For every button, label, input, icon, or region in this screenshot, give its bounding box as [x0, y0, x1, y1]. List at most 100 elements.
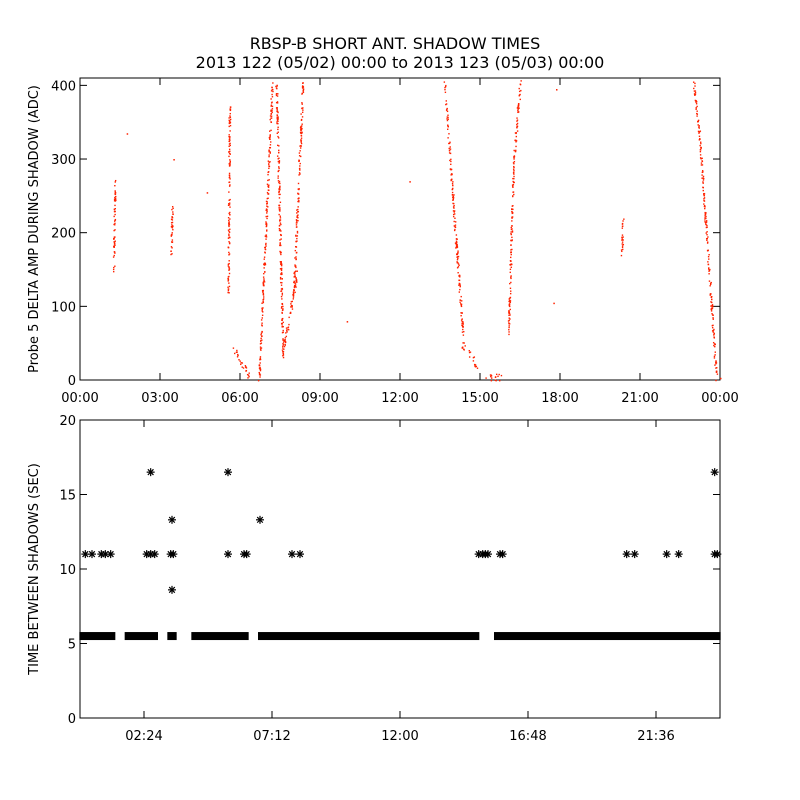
amplitude-point: [268, 155, 270, 158]
amplitude-point: [228, 145, 230, 148]
amplitude-point: [206, 192, 209, 194]
amplitude-point: [453, 194, 455, 196]
amplitude-point: [621, 245, 624, 247]
amplitude-point: [270, 98, 272, 100]
amplitude-point: [237, 353, 239, 356]
amplitude-point: [490, 374, 492, 376]
amplitude-point: [299, 150, 301, 152]
amplitude-point: [277, 144, 279, 147]
amplitude-point: [510, 233, 512, 235]
amplitude-point: [512, 180, 514, 183]
amplitude-point: [294, 282, 296, 284]
amplitude-point: [277, 116, 279, 118]
interval-point: [168, 585, 176, 594]
amplitude-point: [265, 208, 268, 210]
amplitude-point: [468, 351, 471, 354]
amplitude-point: [699, 130, 702, 132]
amplitude-point: [278, 229, 281, 232]
amplitude-point: [453, 210, 456, 212]
amplitude-point: [278, 227, 281, 230]
amplitude-point: [114, 179, 117, 182]
amplitude-point: [296, 235, 299, 237]
amplitude-point: [510, 277, 512, 280]
amplitude-point: [114, 181, 116, 183]
amplitude-point: [281, 319, 283, 321]
amplitude-point: [295, 266, 297, 269]
amplitude-point: [263, 262, 266, 265]
amplitude-point: [292, 298, 295, 300]
amplitude-point: [246, 373, 249, 376]
amplitude-point: [713, 337, 716, 339]
amplitude-point: [713, 344, 715, 347]
amplitude-point: [511, 230, 514, 232]
amplitude-point: [229, 159, 231, 161]
amplitude-point: [706, 224, 708, 227]
amplitude-point: [510, 239, 512, 242]
amplitude-point: [228, 125, 230, 128]
amplitude-point: [261, 317, 263, 319]
amplitude-point: [276, 122, 278, 125]
amplitude-point: [696, 110, 698, 112]
amplitude-point: [279, 207, 281, 209]
amplitude-point: [114, 196, 116, 199]
amplitude-point: [294, 282, 297, 284]
amplitude-point: [282, 344, 285, 346]
amplitude-point: [694, 82, 696, 85]
amplitude-point: [276, 117, 278, 119]
y-axis-label: TIME BETWEEN SHADOWS (SEC): [27, 463, 42, 676]
amplitude-point: [517, 106, 519, 108]
amplitude-point: [227, 291, 229, 294]
amplitude-point: [556, 89, 558, 91]
amplitude-point: [229, 198, 231, 201]
amplitude-point: [302, 91, 305, 94]
amplitude-point: [702, 175, 705, 178]
amplitude-point: [510, 226, 512, 229]
amplitude-point: [171, 233, 173, 236]
amplitude-point: [462, 334, 465, 336]
amplitude-point: [228, 266, 230, 268]
amplitude-point: [227, 286, 229, 288]
amplitude-point: [520, 80, 522, 82]
amplitude-point: [459, 285, 462, 287]
x-tick-label: 00:00: [61, 391, 98, 406]
amplitude-point: [280, 281, 282, 284]
amplitude-point: [621, 239, 623, 241]
amplitude-point: [282, 325, 284, 328]
amplitude-point: [455, 243, 457, 245]
amplitude-point: [279, 185, 281, 187]
amplitude-point: [270, 129, 272, 132]
amplitude-point: [291, 300, 293, 303]
amplitude-point: [296, 216, 298, 218]
amplitude-point: [460, 314, 462, 317]
amplitude-point: [228, 203, 230, 205]
amplitude-point: [512, 168, 515, 170]
amplitude-point: [278, 166, 280, 168]
amplitude-point: [294, 276, 296, 278]
amplitude-point: [458, 279, 461, 282]
amplitude-point: [170, 218, 173, 221]
amplitude-point: [518, 102, 520, 105]
amplitude-point: [227, 217, 230, 219]
amplitude-point: [715, 363, 717, 365]
amplitude-point: [228, 230, 230, 233]
amplitude-point: [468, 349, 470, 352]
amplitude-point: [699, 149, 702, 151]
amplitude-point: [707, 268, 710, 270]
amplitude-point: [446, 110, 449, 113]
amplitude-point: [279, 222, 282, 224]
amplitude-point: [266, 191, 269, 194]
amplitude-point: [448, 133, 450, 135]
amplitude-point: [293, 276, 296, 278]
amplitude-point: [509, 296, 512, 299]
amplitude-point: [298, 167, 301, 170]
amplitude-point: [280, 284, 283, 286]
amplitude-point: [704, 216, 706, 218]
amplitude-point: [300, 119, 303, 121]
amplitude-point: [449, 168, 452, 170]
amplitude-point: [409, 181, 411, 183]
amplitude-point: [289, 312, 291, 314]
amplitude-point: [300, 129, 302, 132]
amplitude-point: [228, 135, 230, 138]
amplitude-point: [460, 295, 462, 298]
amplitude-point: [301, 107, 303, 110]
